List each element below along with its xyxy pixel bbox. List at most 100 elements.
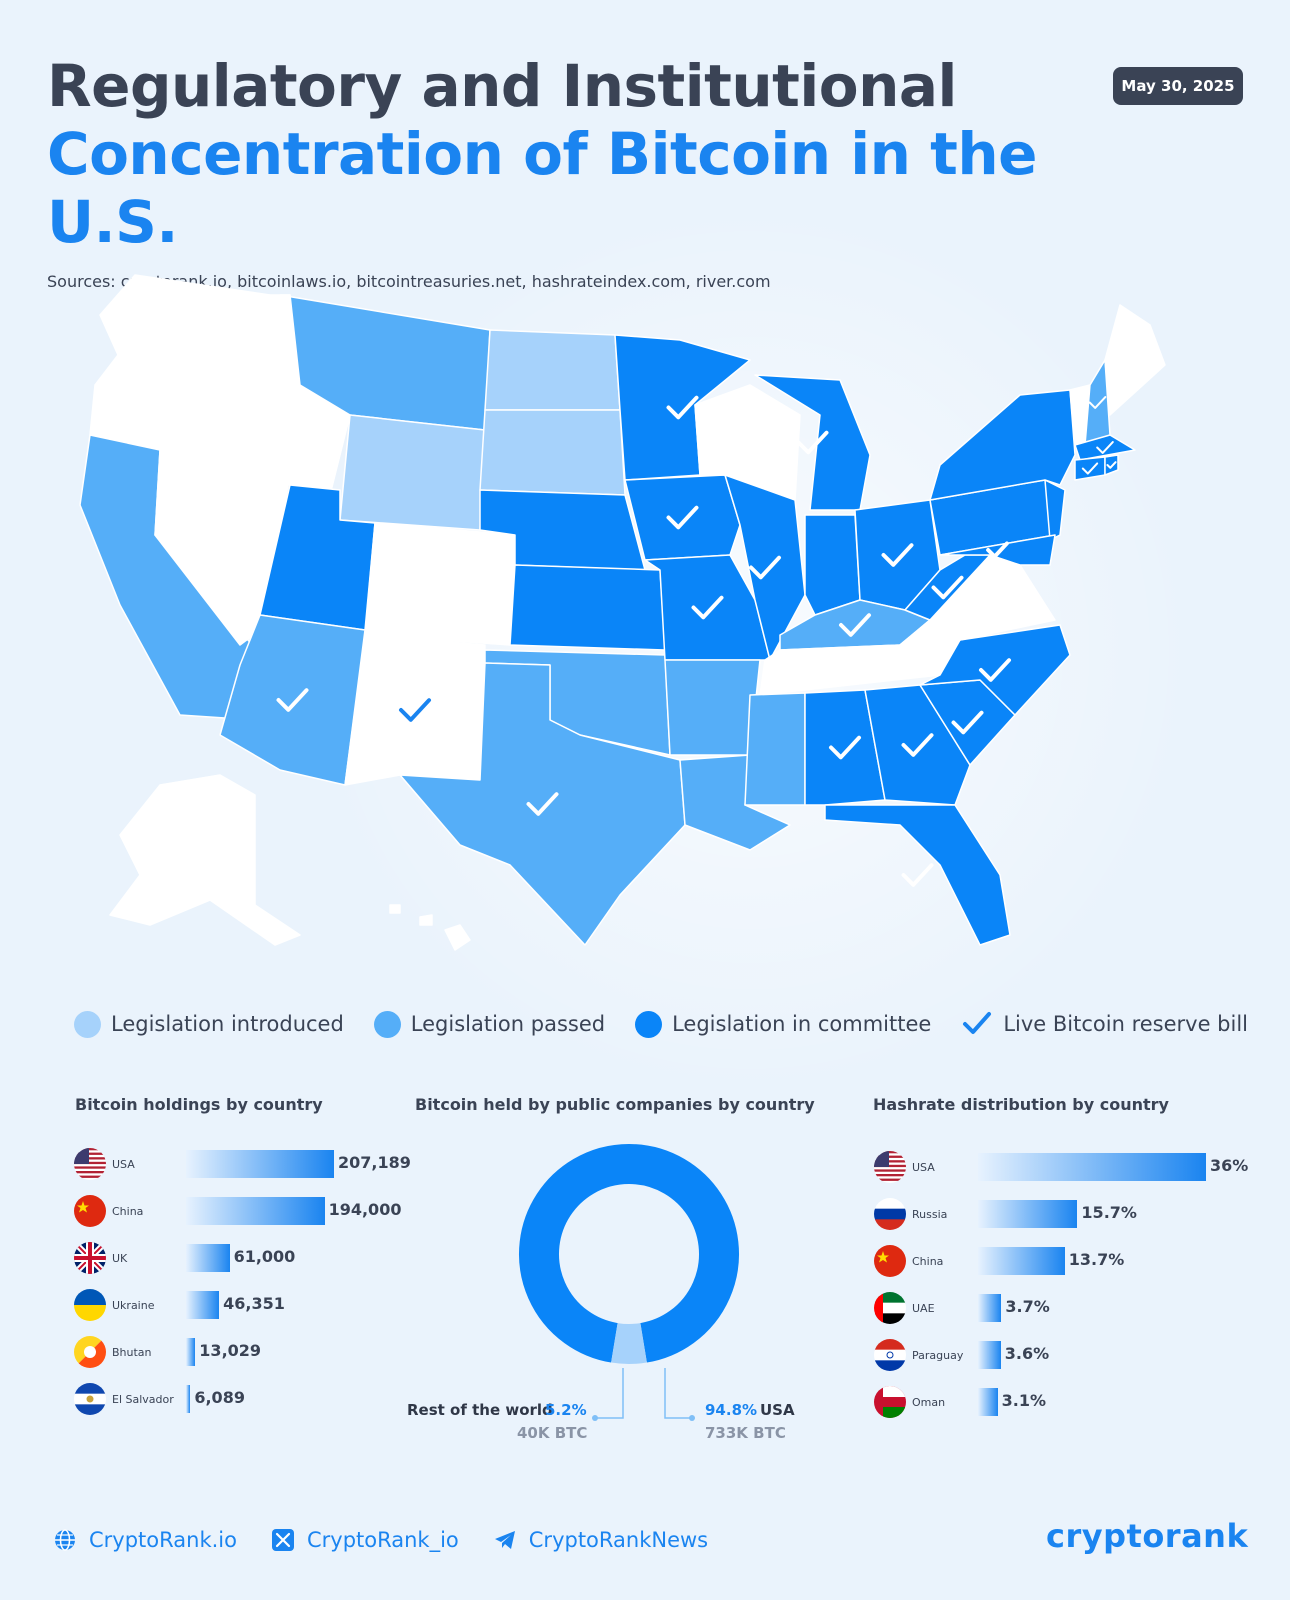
country-label: Ukraine [112, 1298, 155, 1312]
bar-value-label: 36% [1210, 1156, 1249, 1175]
bar-row: UAE 3.7% [874, 1292, 1254, 1324]
flag-icon [874, 1386, 906, 1418]
checkmark-icon [526, 792, 559, 816]
bar [186, 1338, 196, 1366]
country-label: UK [112, 1251, 128, 1265]
donut-value-usa: 94.8% [705, 1401, 758, 1419]
legend-item-committee: Legislation in committee [635, 1010, 931, 1038]
bar-row: Russia 15.7% [874, 1198, 1254, 1230]
bar-row: China 194,000 [74, 1195, 414, 1227]
checkmark-icon [901, 733, 934, 757]
state-new-york [929, 389, 1076, 501]
footer-telegram-label: CryptoRankNews [528, 1528, 709, 1552]
state-iowa [624, 474, 741, 561]
checkmark-icon [666, 505, 699, 530]
checkmark-icon [276, 688, 309, 712]
map-legend: Legislation introduced Legislation passe… [74, 1008, 1278, 1040]
flag-icon [874, 1198, 906, 1230]
bar-value-label: 61,000 [233, 1247, 296, 1266]
bar [978, 1341, 1001, 1369]
bar-row: China 13.7% [874, 1245, 1254, 1277]
state-florida [824, 804, 1011, 946]
bar [186, 1150, 334, 1178]
flag-icon [874, 1339, 906, 1371]
checkmark-icon [829, 735, 861, 760]
checkmark-icon [986, 541, 1009, 559]
checkmark-icon [1096, 441, 1114, 454]
state-georgia [864, 684, 971, 806]
checkmark-icon [931, 575, 964, 600]
country-label: China [912, 1254, 944, 1268]
bar [186, 1244, 230, 1272]
bar [978, 1153, 1206, 1181]
donut-sub-rest: 40K BTC [517, 1424, 588, 1442]
footer-telegram-link[interactable]: CryptoRankNews [493, 1528, 708, 1552]
bar [978, 1200, 1078, 1228]
footer-website-link[interactable]: CryptoRank.io [53, 1528, 237, 1552]
checkmark-icon [1106, 461, 1117, 469]
bar-value-label: 13.7% [1068, 1250, 1125, 1269]
state-hawaii [389, 904, 471, 951]
bar-row: USA 36% [874, 1151, 1254, 1183]
hashrate-chart-title: Hashrate distribution by country [873, 1095, 1169, 1114]
flag-icon [74, 1336, 106, 1368]
state-new-mexico [344, 634, 486, 786]
state-south-dakota [479, 409, 626, 496]
checkmark-icon [1088, 396, 1107, 409]
donut-value-rest: 5.2% [545, 1401, 587, 1419]
globe-icon [55, 1529, 75, 1551]
bar [186, 1197, 325, 1225]
checkmark-icon [979, 658, 1011, 682]
bar-row: UK 61,000 [74, 1242, 414, 1274]
bar [978, 1388, 998, 1416]
state-arkansas [664, 659, 761, 756]
country-label: China [112, 1204, 144, 1218]
checkmark-icon [1081, 462, 1099, 475]
state-texas [399, 662, 686, 946]
state-indiana [804, 514, 861, 616]
bar-value-label: 13,029 [199, 1341, 262, 1360]
bar-value-label: 207,189 [338, 1153, 411, 1172]
donut-leader-lines [592, 1368, 695, 1421]
donut-label-usa: USA [760, 1401, 795, 1419]
bar-row: USA 207,189 [74, 1148, 414, 1180]
country-label: Bhutan [112, 1345, 152, 1359]
checkmark-icon [691, 595, 724, 620]
bar-value-label: 3.6% [1004, 1344, 1050, 1363]
bar-value-label: 3.7% [1005, 1297, 1050, 1316]
bar [186, 1385, 191, 1413]
bar-row: Oman 3.1% [874, 1386, 1254, 1418]
legend-dot-passed [373, 1010, 401, 1038]
brand-logo: cryptorank [1046, 1517, 1249, 1555]
checkmark-icon [666, 395, 699, 420]
state-oregon [89, 354, 261, 466]
country-label: Paraguay [912, 1348, 964, 1362]
footer-x-label: CryptoRank_io [306, 1528, 459, 1552]
checkmark-icon [963, 1012, 992, 1034]
state-wyoming [339, 414, 486, 531]
legend-dot-committee [635, 1010, 663, 1038]
flag-icon [74, 1242, 106, 1274]
state-rhode-island [1104, 454, 1119, 476]
country-label: UAE [912, 1301, 935, 1315]
legend-label-passed: Legislation passed [410, 1012, 606, 1036]
telegram-icon [494, 1531, 515, 1549]
bar-row: Ukraine 46,351 [74, 1289, 414, 1321]
bar-value-label: 194,000 [328, 1200, 402, 1219]
state-mississippi [744, 692, 806, 806]
legend-item-passed: Legislation passed [373, 1010, 606, 1038]
checkmark-icon [951, 710, 984, 735]
footer-x-link[interactable]: CryptoRank_io [271, 1528, 459, 1552]
checkmark-icon [796, 430, 829, 455]
donut-label-rest: Rest of the world [407, 1401, 553, 1419]
us-map [79, 274, 1166, 951]
legend-label-reserve: Live Bitcoin reserve bill [1003, 1012, 1249, 1036]
companies-chart-title: Bitcoin held by public companies by coun… [415, 1095, 815, 1114]
legend-item-introduced: Legislation introduced [74, 1010, 344, 1038]
state-colorado [364, 522, 516, 646]
companies-donut-chart [519, 1144, 739, 1364]
footer-website-label: CryptoRank.io [89, 1528, 237, 1552]
state-new-jersey [1044, 479, 1066, 541]
state-alaska [109, 774, 301, 946]
holdings-chart-title: Bitcoin holdings by country [75, 1095, 323, 1114]
